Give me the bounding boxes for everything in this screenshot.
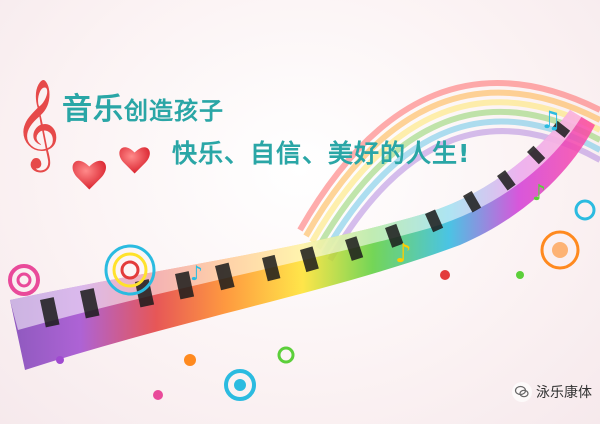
music-note-icon: ♪ ♫ ♪ ♪ xyxy=(190,106,562,285)
svg-text:♫: ♫ xyxy=(540,106,562,134)
watermark-text: 泳乐康体 xyxy=(536,385,592,401)
heart-icon xyxy=(72,160,107,190)
headline-rest: 创造孩子 xyxy=(124,97,224,125)
decor-circles xyxy=(8,199,596,401)
wechat-icon xyxy=(512,382,532,402)
treble-clef-icon: 𝄞 xyxy=(14,79,60,173)
rainbow xyxy=(297,80,600,262)
svg-text:♪: ♪ xyxy=(395,239,412,269)
svg-text:♪: ♪ xyxy=(532,181,546,206)
headline-accent: 音乐 xyxy=(62,92,124,127)
headline: 音乐创造孩子 xyxy=(62,84,224,128)
svg-text:𝄞: 𝄞 xyxy=(14,79,60,173)
svg-text:♪: ♪ xyxy=(190,261,203,285)
heart-icon xyxy=(119,147,150,174)
subline: 快乐、自信、美好的人生! xyxy=(172,139,471,168)
watermark: 泳乐康体 xyxy=(512,382,592,402)
